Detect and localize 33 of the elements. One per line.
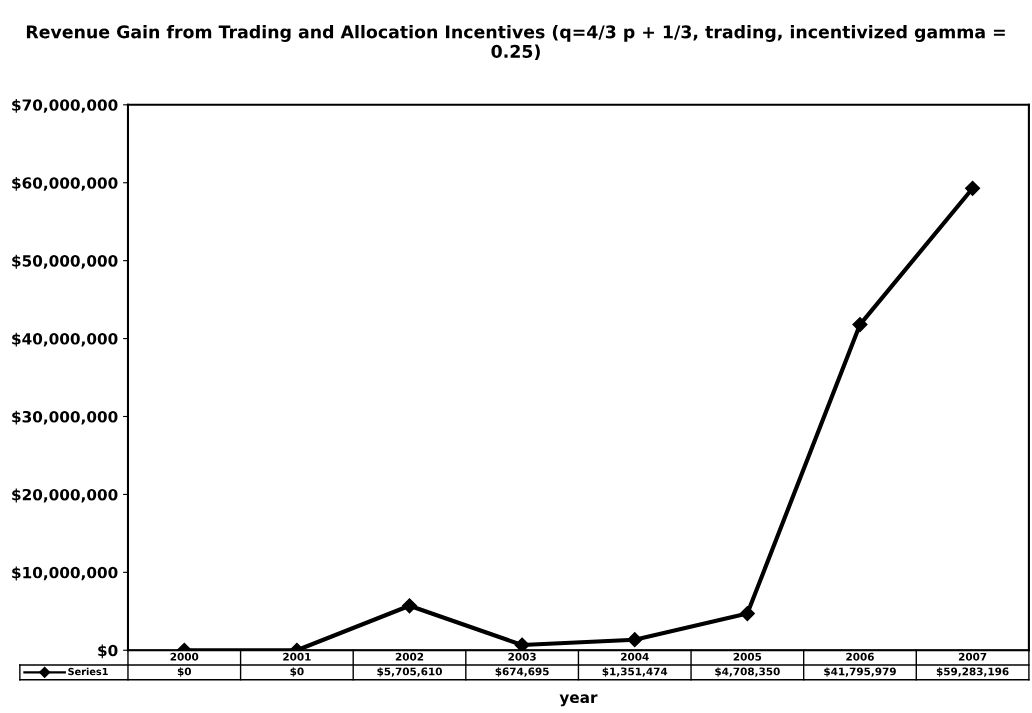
data-label: $5,705,610: [377, 667, 442, 677]
point: [401, 598, 418, 614]
x-tick-label: 2006: [846, 652, 874, 661]
chart-title: Revenue Gain from Trading and Allocation Incentives (q=4/3 p + 1/3, trading, incentivized gamma = 0.25): [26, 24, 1005, 61]
y-tick-label: $50,000,000: [12, 254, 118, 269]
data-label: $0: [290, 667, 304, 677]
point: [627, 632, 643, 648]
y-tick-label: $40,000,000: [12, 332, 118, 347]
y-tick-label: $0: [98, 644, 118, 659]
data-label: $0: [177, 667, 192, 677]
point: [739, 605, 755, 622]
x-tick-label: 2004: [621, 652, 649, 661]
data-label: $59,283,196: [936, 667, 1009, 677]
x-tick-label: 2001: [283, 652, 311, 661]
y-tick-label: $60,000,000: [12, 176, 118, 191]
x-axis-title: year: [559, 694, 598, 707]
data-label: $674,695: [495, 667, 549, 677]
data-label: $1,351,474: [602, 667, 668, 677]
point: [852, 317, 868, 333]
point: [965, 180, 981, 196]
x-tick-label: 2003: [508, 652, 536, 661]
y-tick-label: $20,000,000: [12, 488, 118, 503]
y-tick-label: $70,000,000: [12, 99, 118, 113]
data-label: $41,795,979: [824, 667, 896, 677]
legend-label: Series1: [68, 667, 108, 676]
y-tick-label: $10,000,000: [12, 566, 118, 581]
x-tick-label: 2002: [395, 652, 424, 661]
y-tick-label: $30,000,000: [12, 410, 118, 425]
x-tick-label: 2000: [170, 652, 199, 661]
x-tick-label: 2005: [733, 652, 762, 661]
data-label: $4,708,350: [715, 667, 780, 677]
x-tick-label: 2007: [958, 652, 987, 661]
point: [514, 637, 530, 651]
